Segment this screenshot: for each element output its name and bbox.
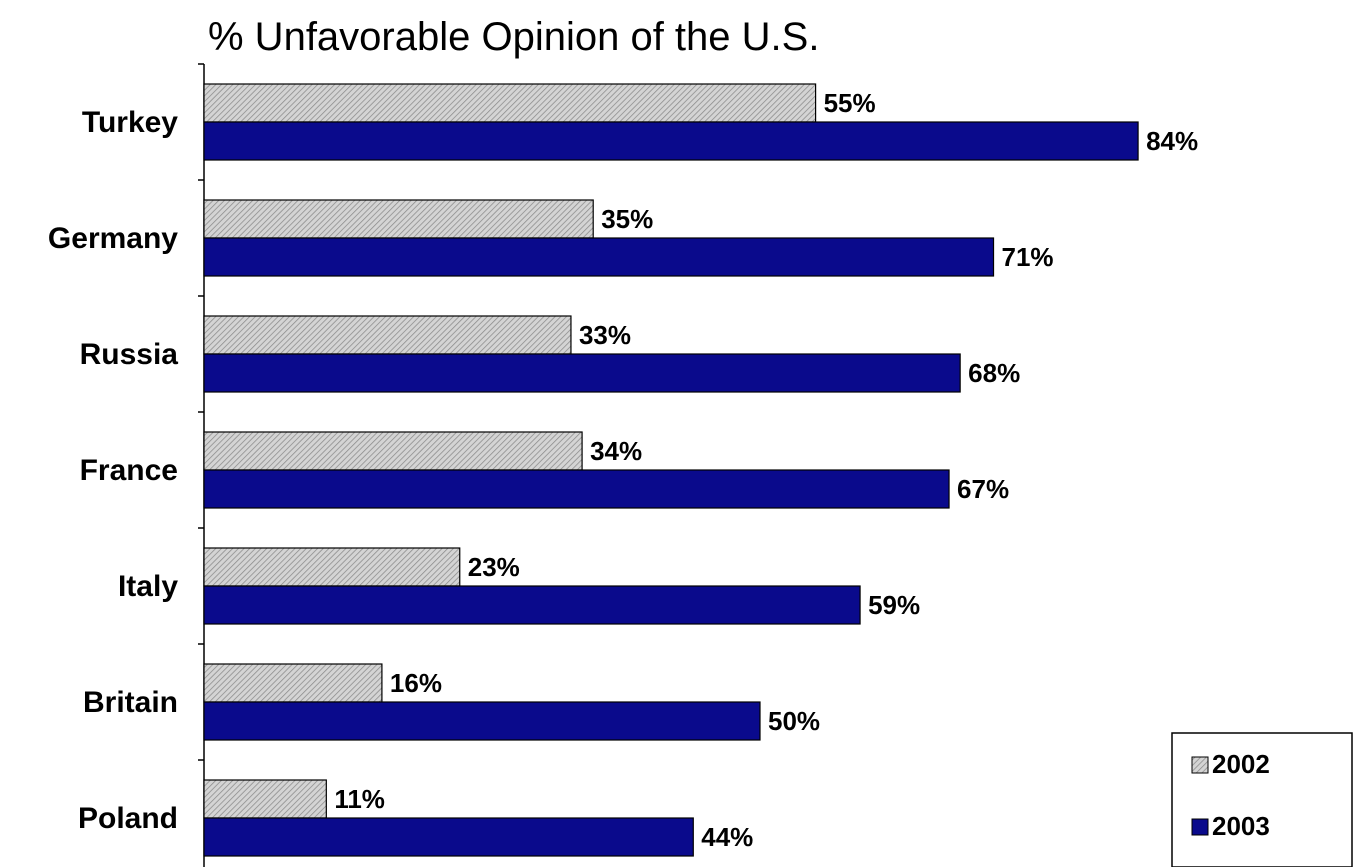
data-label-2003-britain: 50% (768, 706, 820, 736)
data-label-2002-germany: 35% (601, 204, 653, 234)
bar-2003-italy (203, 585, 861, 625)
category-label: Poland (78, 802, 178, 835)
legend-label-2002: 2002 (1212, 749, 1270, 779)
data-label-2002-turkey: 55% (824, 88, 876, 118)
category-label: France (80, 454, 178, 487)
bar-2002-britain (203, 663, 383, 703)
bar-2002-turkey (203, 83, 817, 123)
bar-2002-france (203, 431, 583, 471)
category-label: Britain (83, 686, 178, 719)
bar-2002-italy (203, 547, 461, 587)
data-label-2002-russia: 33% (579, 320, 631, 350)
bar-2003-poland (203, 817, 694, 857)
plot-area: Turkey 55% 84% Germany 35% 71% Russia 33% 68% Fra… (48, 63, 1198, 867)
data-label-2002-poland: 11% (334, 784, 385, 814)
category-label: Germany (48, 222, 178, 255)
bar-2003-france (203, 469, 950, 509)
legend-box (1171, 732, 1353, 867)
category-label: Russia (80, 338, 179, 371)
data-label-2002-italy: 23% (468, 552, 520, 582)
data-label-2003-russia: 68% (968, 358, 1020, 388)
bar-2003-germany (203, 237, 995, 277)
category-label: Italy (118, 570, 178, 603)
data-label-2002-britain: 16% (390, 668, 442, 698)
chart-title: % Unfavorable Opinion of the U.S. (208, 15, 819, 59)
data-label-2003-germany: 71% (1002, 242, 1054, 272)
data-label-2003-poland: 44% (701, 822, 753, 852)
data-label-2003-france: 67% (957, 474, 1009, 504)
data-label-2003-italy: 59% (868, 590, 920, 620)
bar-2003-britain (203, 701, 761, 741)
legend-swatch-2003 (1191, 818, 1209, 836)
bar-2002-germany (203, 199, 594, 239)
legend-label-2003: 2003 (1212, 811, 1270, 841)
data-label-2002-france: 34% (590, 436, 642, 466)
bar-2003-turkey (203, 121, 1139, 161)
data-label-2003-turkey: 84% (1146, 126, 1198, 156)
bar-2002-poland (203, 779, 327, 819)
category-label: Turkey (82, 106, 178, 139)
bar-2003-russia (203, 353, 961, 393)
bar-2002-russia (203, 315, 572, 355)
legend: 2002 2003 (1171, 732, 1353, 867)
legend-swatch-2002 (1191, 756, 1209, 774)
